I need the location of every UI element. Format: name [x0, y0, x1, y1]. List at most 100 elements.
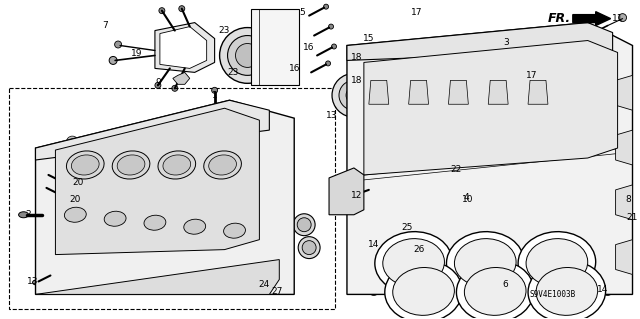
Circle shape [349, 217, 359, 227]
Ellipse shape [465, 268, 526, 315]
Circle shape [69, 139, 76, 145]
Circle shape [494, 78, 514, 97]
Circle shape [227, 144, 232, 150]
Circle shape [467, 101, 477, 111]
Ellipse shape [526, 239, 588, 286]
Circle shape [86, 276, 94, 284]
Text: 5: 5 [300, 8, 305, 17]
Circle shape [531, 80, 551, 100]
Circle shape [511, 46, 516, 51]
Circle shape [180, 144, 187, 150]
Circle shape [431, 98, 440, 108]
Circle shape [339, 80, 369, 110]
Circle shape [332, 73, 376, 117]
Text: 13: 13 [326, 111, 338, 120]
Ellipse shape [19, 212, 29, 218]
Text: 8: 8 [626, 195, 632, 204]
Circle shape [536, 85, 546, 95]
FancyArrow shape [573, 12, 611, 26]
Circle shape [255, 277, 260, 282]
Circle shape [150, 201, 158, 209]
Text: S9V4E1003B: S9V4E1003B [530, 290, 576, 299]
Circle shape [426, 76, 435, 86]
Circle shape [394, 95, 404, 105]
Text: 13: 13 [27, 277, 38, 286]
Ellipse shape [204, 151, 241, 179]
Text: 17: 17 [411, 8, 422, 17]
Circle shape [284, 274, 290, 280]
Circle shape [266, 273, 277, 286]
Polygon shape [56, 108, 259, 255]
Circle shape [42, 184, 47, 190]
Circle shape [297, 218, 311, 232]
Circle shape [504, 104, 514, 114]
Polygon shape [35, 260, 279, 294]
Text: 24: 24 [259, 280, 270, 289]
Text: 18: 18 [351, 76, 363, 85]
Ellipse shape [65, 207, 86, 222]
Circle shape [228, 35, 268, 75]
Polygon shape [616, 240, 632, 274]
Circle shape [109, 56, 117, 64]
Circle shape [408, 284, 420, 295]
Text: 2: 2 [26, 210, 31, 219]
Circle shape [44, 171, 49, 177]
Circle shape [621, 201, 630, 209]
Circle shape [298, 237, 320, 259]
Circle shape [536, 102, 556, 122]
Ellipse shape [383, 239, 444, 286]
Text: 19: 19 [131, 49, 143, 58]
Circle shape [345, 176, 353, 184]
Ellipse shape [144, 215, 166, 230]
Polygon shape [329, 168, 364, 215]
Circle shape [508, 43, 518, 54]
Circle shape [189, 203, 203, 217]
Ellipse shape [163, 155, 191, 175]
Circle shape [302, 241, 316, 255]
Polygon shape [369, 80, 388, 104]
Text: 17: 17 [526, 71, 538, 80]
Circle shape [252, 273, 264, 286]
Circle shape [236, 43, 259, 67]
Circle shape [132, 141, 144, 153]
Circle shape [207, 139, 212, 145]
Text: 21: 21 [627, 213, 638, 222]
Ellipse shape [536, 268, 598, 315]
Circle shape [67, 191, 74, 199]
Circle shape [142, 271, 158, 287]
Circle shape [172, 85, 178, 91]
Circle shape [204, 136, 216, 148]
Circle shape [112, 136, 124, 148]
Text: 18: 18 [351, 53, 363, 62]
Circle shape [324, 4, 328, 9]
Circle shape [108, 196, 116, 204]
Circle shape [282, 271, 293, 284]
Text: 15: 15 [363, 34, 374, 43]
Text: 10: 10 [461, 195, 473, 204]
Circle shape [223, 141, 236, 153]
Ellipse shape [158, 151, 196, 179]
Circle shape [426, 93, 445, 113]
Circle shape [67, 136, 78, 148]
Circle shape [158, 136, 170, 148]
Circle shape [179, 6, 185, 12]
Circle shape [573, 88, 583, 98]
Ellipse shape [184, 219, 205, 234]
Circle shape [159, 8, 165, 14]
Circle shape [86, 141, 98, 153]
Circle shape [622, 216, 629, 223]
Ellipse shape [385, 261, 462, 319]
Circle shape [225, 180, 234, 190]
Polygon shape [528, 80, 548, 104]
Circle shape [568, 83, 588, 103]
Circle shape [499, 82, 509, 92]
Circle shape [293, 214, 315, 236]
Circle shape [268, 277, 275, 282]
Ellipse shape [67, 151, 104, 179]
Circle shape [458, 74, 477, 94]
Text: 12: 12 [351, 191, 363, 200]
Circle shape [594, 280, 602, 288]
Circle shape [328, 24, 333, 29]
Text: 20: 20 [70, 195, 81, 204]
Circle shape [115, 41, 122, 48]
